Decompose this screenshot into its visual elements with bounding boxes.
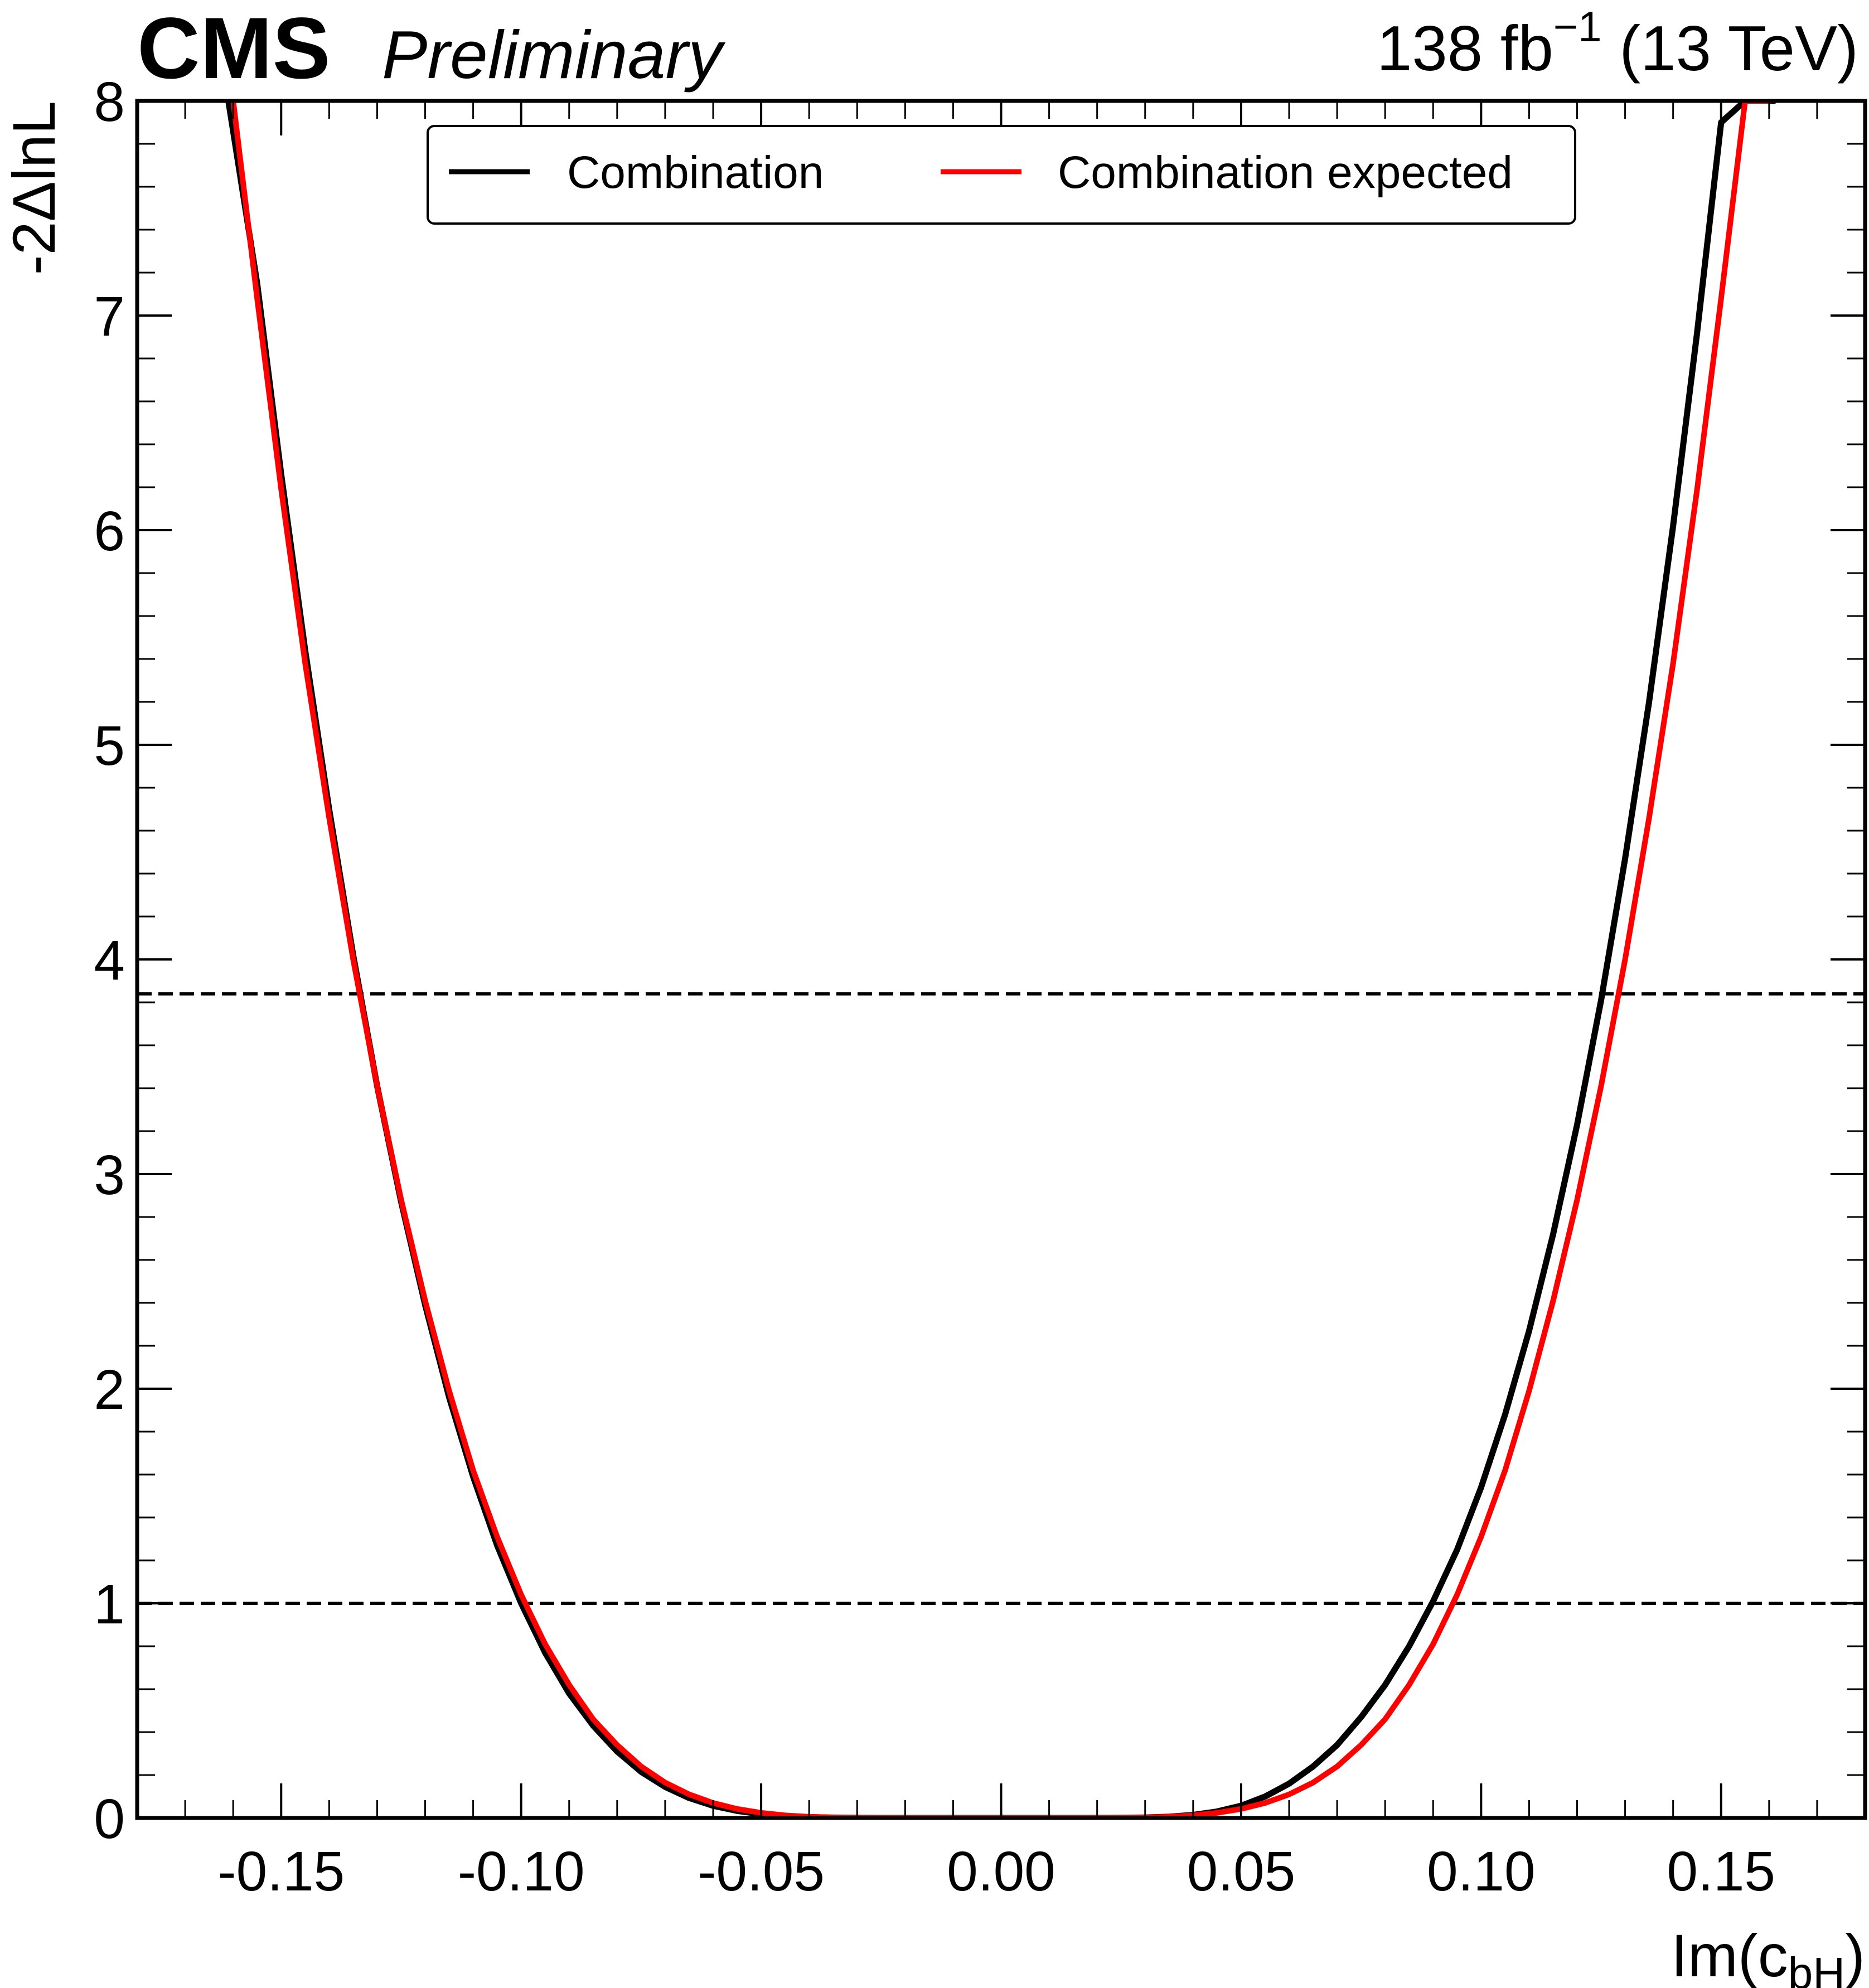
y-tick-label: 3 (94, 1144, 125, 1206)
cms-label: CMS (137, 0, 331, 97)
y-tick-label: 7 (94, 285, 125, 348)
legend: Combination Combination expected (427, 125, 1576, 225)
x-tick-label: -0.05 (698, 1840, 825, 1903)
series-line-1 (230, 101, 1772, 1818)
preliminary-label: Preliminary (382, 17, 726, 93)
x-tick-label: -0.15 (217, 1840, 345, 1903)
y-axis-title: -2ΔlnL (0, 101, 67, 275)
x-axis-title: Im(cbH) (1671, 1922, 1865, 1988)
tick-labels: -0.15 -0.10 -0.05 0.00 0.05 0.10 0.15 0 1 2 3 4 5 6 7 8 (94, 71, 1775, 1903)
luminosity-label: 138 fb−1 (13 TeV) (1377, 3, 1858, 84)
y-tick-label: 5 (94, 715, 125, 777)
x-tick-label: 0.10 (1427, 1840, 1536, 1903)
legend-label-combination-expected: Combination expected (1058, 147, 1513, 198)
x-tick-label: -0.10 (458, 1840, 585, 1903)
y-tick-label: 1 (94, 1573, 125, 1636)
x-tick-label: 0.15 (1667, 1840, 1775, 1903)
y-tick-label: 2 (94, 1359, 125, 1421)
axis-ticks (137, 100, 1865, 1819)
y-tick-label: 0 (94, 1788, 125, 1850)
plot-frame (135, 99, 1867, 1820)
x-tick-label: 0.00 (947, 1840, 1055, 1903)
y-tick-label: 4 (94, 929, 125, 992)
y-tick-label: 8 (94, 71, 125, 133)
series-layer (225, 101, 1777, 1818)
y-tick-label: 6 (94, 500, 125, 563)
legend-label-combination: Combination (567, 147, 824, 198)
legend-box (427, 125, 1576, 225)
x-tick-label: 0.05 (1187, 1840, 1296, 1903)
reference-lines (137, 992, 1865, 1605)
